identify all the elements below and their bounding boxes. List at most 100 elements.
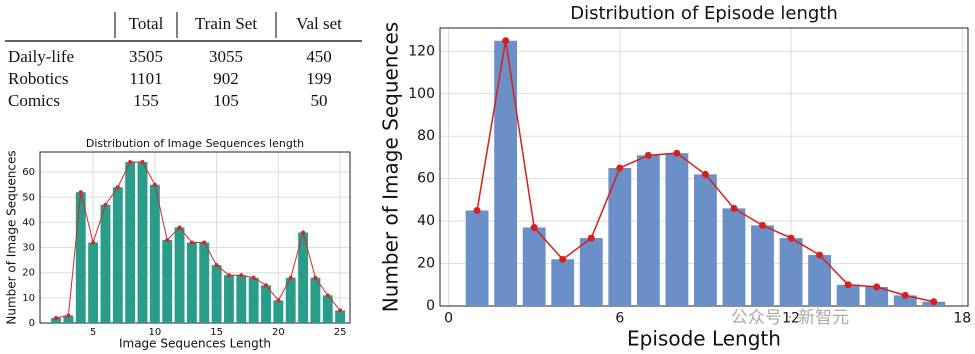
point — [66, 313, 71, 318]
bar — [261, 285, 271, 323]
point — [152, 182, 157, 187]
point — [759, 221, 767, 229]
point — [325, 293, 330, 298]
bar — [149, 184, 160, 323]
table-cell: 3055 — [209, 47, 243, 66]
bar — [665, 153, 689, 306]
bar — [273, 300, 284, 323]
watermark: 公众号 · 新智元 — [731, 308, 849, 328]
bar — [186, 242, 197, 323]
point — [177, 225, 182, 230]
point — [276, 298, 281, 303]
bar — [779, 238, 803, 306]
y-tick-label: 80 — [417, 128, 435, 144]
point — [91, 240, 96, 245]
point — [701, 170, 709, 178]
table-header: Train Set — [195, 14, 257, 33]
y-tick-label: 60 — [417, 171, 435, 187]
x-tick-label: 6 — [615, 311, 624, 327]
bar — [522, 227, 546, 306]
y-tick-label: 0 — [29, 318, 35, 329]
point — [226, 273, 231, 278]
bar — [335, 310, 346, 323]
bar — [579, 238, 603, 306]
bar — [75, 192, 86, 323]
bar — [285, 277, 296, 323]
point — [103, 202, 108, 207]
bar — [162, 240, 173, 323]
bar — [248, 277, 259, 323]
point — [165, 238, 170, 243]
point — [844, 281, 852, 289]
point — [616, 164, 624, 172]
point — [78, 190, 83, 195]
table-cell: 1101 — [129, 69, 162, 88]
bar — [236, 275, 247, 323]
table-header: Total — [129, 14, 164, 33]
point — [251, 275, 256, 280]
table-cell: 50 — [311, 91, 328, 110]
bar — [51, 317, 61, 323]
point — [202, 240, 207, 245]
point — [264, 283, 269, 288]
bar — [608, 168, 632, 306]
bar — [63, 315, 74, 323]
bar — [100, 204, 111, 323]
bar — [174, 227, 185, 323]
bar — [137, 162, 148, 323]
point — [930, 298, 938, 306]
point — [530, 223, 538, 231]
x-tick-label: 18 — [953, 311, 971, 327]
point — [189, 240, 194, 245]
trend-line — [55, 161, 341, 319]
bar — [88, 242, 99, 323]
bar — [298, 232, 309, 323]
x-axis-label: Image Sequences Length — [119, 337, 271, 351]
bar — [722, 208, 746, 306]
point — [301, 230, 306, 235]
point — [873, 283, 881, 291]
point — [54, 315, 59, 320]
point — [140, 160, 145, 165]
table-cell: 199 — [306, 69, 332, 88]
point — [128, 160, 133, 165]
table-header: Val set — [296, 14, 342, 33]
bar — [636, 155, 660, 306]
y-tick-label: 0 — [426, 298, 435, 314]
bar — [322, 295, 333, 323]
point — [502, 37, 510, 45]
point — [115, 185, 120, 190]
table-cell: 902 — [213, 69, 239, 88]
bar — [836, 284, 860, 306]
table-cell: 105 — [213, 91, 239, 110]
point — [288, 275, 293, 280]
bar — [694, 174, 717, 306]
bar — [893, 295, 917, 306]
bar — [112, 187, 123, 323]
point — [644, 151, 652, 159]
x-tick-label: 0 — [444, 311, 453, 327]
point — [239, 273, 244, 278]
bar — [199, 242, 210, 323]
bar — [865, 286, 889, 306]
y-tick-label: 40 — [417, 213, 435, 229]
y-tick-label: 60 — [22, 167, 35, 178]
point — [338, 308, 343, 313]
y-tick-label: 40 — [22, 217, 35, 228]
point — [787, 234, 795, 242]
x-axis-label: Episode Length — [627, 327, 781, 351]
y-tick-label: 20 — [22, 268, 35, 279]
y-axis-label: Number of Image Sequences — [5, 150, 19, 324]
chart-title: Distribution of Episode length — [570, 3, 838, 24]
y-tick-label: 120 — [408, 43, 435, 59]
chart-title: Distribution of Image Sequences length — [86, 137, 304, 150]
point — [473, 207, 481, 215]
x-tick-label: 5 — [90, 327, 96, 338]
bar — [310, 277, 321, 323]
x-tick-label: 12 — [782, 311, 800, 327]
bar — [551, 259, 575, 306]
y-axis-label: Number of Image Sequences — [379, 22, 403, 312]
x-tick-label: 20 — [272, 327, 285, 338]
row-label: Robotics — [8, 69, 68, 88]
